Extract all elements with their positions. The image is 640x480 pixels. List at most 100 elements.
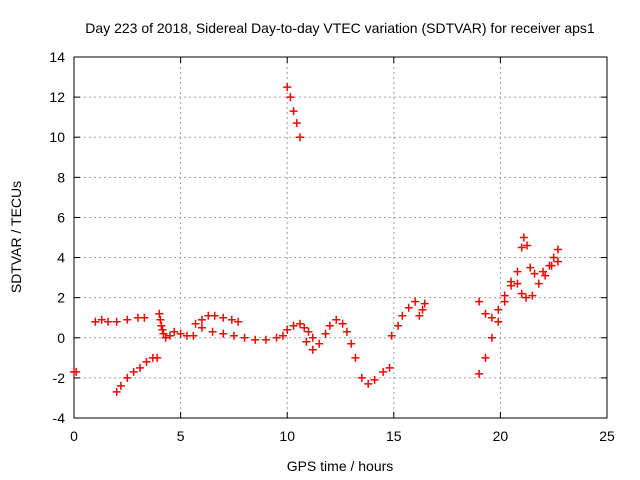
data-point [342, 327, 351, 336]
y-tick-label: 12 [49, 89, 65, 105]
data-point [292, 119, 301, 128]
y-axis-label: SDTVAR / TECUs [8, 181, 24, 293]
data-point [300, 323, 309, 332]
data-point [191, 319, 200, 328]
data-point [528, 291, 537, 300]
data-point [321, 329, 330, 338]
data-point [308, 345, 317, 354]
data-point [165, 331, 174, 340]
data-point [229, 331, 238, 340]
data-point [210, 311, 219, 320]
data-point [189, 331, 198, 340]
data-point [304, 327, 313, 336]
data-point [347, 339, 356, 348]
data-point [500, 297, 509, 306]
data-point [170, 327, 179, 336]
data-point [398, 311, 407, 320]
chart-title: Day 223 of 2018, Sidereal Day-to-day VTE… [85, 20, 595, 36]
x-tick-label: 15 [386, 428, 402, 444]
data-point [272, 333, 281, 342]
data-point [553, 257, 562, 266]
data-point [251, 335, 260, 344]
data-points [70, 83, 562, 396]
data-point [219, 313, 228, 322]
data-point [197, 315, 206, 324]
y-tick-label: -2 [53, 370, 66, 386]
data-point [278, 331, 287, 340]
data-point [507, 281, 516, 290]
data-point [157, 321, 166, 330]
data-point [289, 321, 298, 330]
data-point [541, 271, 550, 280]
data-point [357, 373, 366, 382]
data-point [475, 297, 484, 306]
data-point [295, 133, 304, 142]
data-point [418, 305, 427, 314]
data-point [513, 267, 522, 276]
data-point [72, 367, 81, 376]
data-point [494, 317, 503, 326]
plot-area-border [73, 56, 608, 419]
data-point [302, 337, 311, 346]
data-point [351, 353, 360, 362]
x-axis-label: GPS time / hours [287, 458, 394, 474]
data-point [475, 369, 484, 378]
data-point [234, 317, 243, 326]
data-point [332, 315, 341, 324]
data-point [539, 267, 548, 276]
data-point [295, 319, 304, 328]
data-point [404, 303, 413, 312]
data-point [385, 363, 394, 372]
data-point [158, 325, 167, 334]
data-point [176, 329, 185, 338]
data-point [530, 269, 539, 278]
data-point [549, 253, 558, 262]
data-point [364, 379, 373, 388]
data-point [517, 289, 526, 298]
y-tick-label: -4 [53, 410, 66, 426]
data-point [91, 317, 100, 326]
data-point [155, 309, 164, 318]
data-point [240, 333, 249, 342]
y-tick-label: 2 [57, 290, 65, 306]
data-point [129, 367, 138, 376]
data-point [494, 305, 503, 314]
x-tick-label: 25 [599, 428, 615, 444]
data-point [481, 353, 490, 362]
data-point [286, 93, 295, 102]
data-point [526, 263, 535, 272]
x-tick-label: 0 [70, 428, 78, 444]
y-tick-label: 6 [57, 209, 65, 225]
data-point [387, 331, 396, 340]
data-point [161, 333, 170, 342]
data-point [481, 309, 490, 318]
data-point [219, 329, 228, 338]
data-point [517, 243, 526, 252]
data-point [112, 317, 121, 326]
y-tick-label: 4 [57, 250, 65, 266]
data-point [415, 311, 424, 320]
data-point [197, 323, 206, 332]
data-point [140, 313, 149, 322]
data-point [553, 245, 562, 254]
data-point [156, 315, 165, 324]
data-point [370, 375, 379, 384]
data-point [208, 327, 217, 336]
data-point [394, 321, 403, 330]
data-point [261, 335, 270, 344]
data-point [338, 319, 347, 328]
y-tick-label: 14 [49, 49, 65, 65]
data-point [227, 315, 236, 324]
data-point [519, 233, 528, 242]
y-tick-label: 10 [49, 129, 65, 145]
data-point [123, 373, 132, 382]
data-point [104, 317, 113, 326]
data-point [112, 387, 121, 396]
grid-lines [74, 57, 607, 418]
data-point [513, 279, 522, 288]
data-point [325, 321, 334, 330]
data-point [116, 381, 125, 390]
data-point [142, 357, 151, 366]
axis-ticks: 0 5 10 15 20 25 -4 -2 0 2 4 6 8 10 12 14 [49, 49, 615, 444]
